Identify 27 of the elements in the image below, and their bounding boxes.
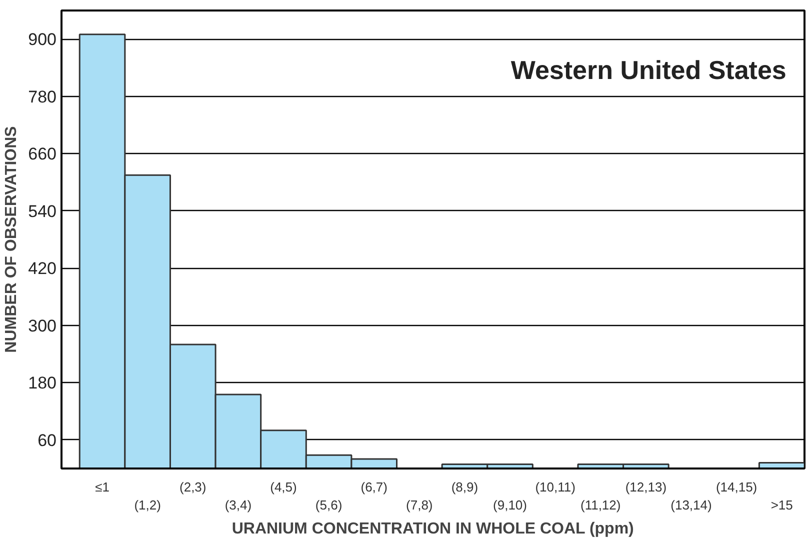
x-tick-label: (5,6) xyxy=(315,498,342,512)
x-tick-label: (13,14) xyxy=(670,498,712,512)
x-tick-label: (3,4) xyxy=(224,498,252,512)
x-tick-label: (1,2) xyxy=(134,498,161,512)
x-tick-label: (6,7) xyxy=(360,480,388,494)
text: Western United States xyxy=(510,55,786,86)
y-tick-label: 420 xyxy=(28,259,57,278)
y-tick-label: 180 xyxy=(28,374,57,393)
y-axis-title: NUMBER OF OBSERVATIONS xyxy=(3,126,20,353)
y-tick-label: 780 xyxy=(28,87,57,106)
x-tick-label: (12,13) xyxy=(625,480,667,494)
y-tick-label: 60 xyxy=(38,430,57,450)
x-tick-label: (4,5) xyxy=(270,480,297,494)
x-tick-label: (9,10) xyxy=(493,498,528,512)
y-tick-label: 660 xyxy=(28,144,57,164)
x-tick-label: ≤1 xyxy=(95,480,110,494)
x-tick-label: >15 xyxy=(770,498,793,512)
x-tick-label: (2,3) xyxy=(180,480,206,494)
x-tick-label: (14,15) xyxy=(716,480,758,494)
x-tick-label: (8,9) xyxy=(451,480,478,494)
x-tick-label: (11,12) xyxy=(580,498,621,512)
x-tick-label: (10,11) xyxy=(535,480,576,494)
x-tick-label: (7,8) xyxy=(406,498,433,512)
x-axis-title: URANIUM CONCENTRATION IN WHOLE COAL (ppm) xyxy=(232,520,634,538)
y-tick-label: 540 xyxy=(28,202,57,221)
y-tick-label: 900 xyxy=(28,30,57,50)
y-tick-label: 300 xyxy=(28,316,57,336)
